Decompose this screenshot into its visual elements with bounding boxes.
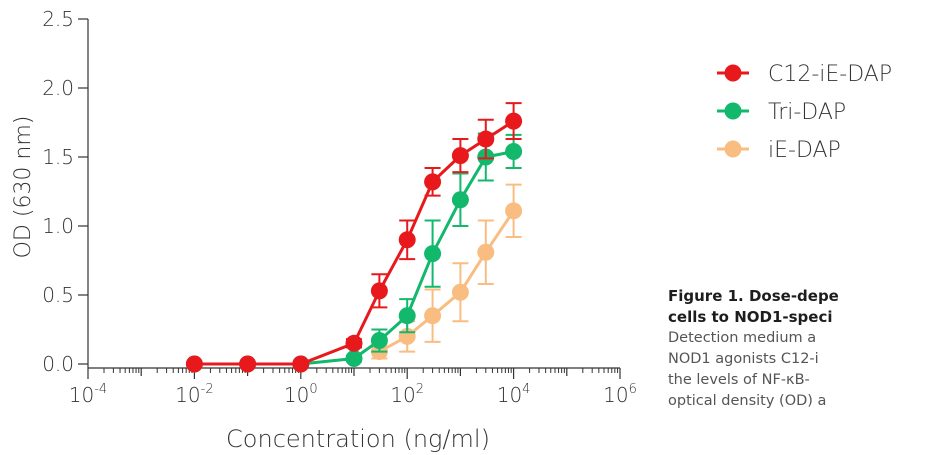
data-point	[451, 147, 469, 165]
legend-marker	[724, 102, 742, 120]
y-tick-label: 0.0	[42, 352, 74, 376]
data-point	[451, 191, 469, 209]
chart-axes: 0.0 0.5 1.0 1.5 2.0 2.5 10-4 10-2 100 102 104 106	[42, 7, 637, 407]
legend-label: Tri-DAP	[768, 100, 846, 125]
data-point	[292, 355, 310, 373]
data-point	[505, 202, 523, 220]
data-point	[505, 112, 523, 130]
data-point	[451, 283, 469, 301]
data-point	[424, 307, 442, 325]
caption-body-line-1: Detection medium a	[668, 330, 817, 346]
x-tick-label: 10-4	[69, 382, 107, 407]
legend-marker	[724, 64, 742, 82]
data-point	[370, 332, 388, 350]
x-tick-label: 100	[284, 382, 318, 407]
x-tick-label: 102	[390, 382, 424, 407]
y-tick-label: 1.5	[42, 145, 74, 169]
data-point	[424, 245, 442, 263]
data-point	[370, 282, 388, 300]
data-point	[239, 355, 257, 373]
legend-label: C12-iE-DAP	[768, 62, 892, 87]
caption-body-line-4: optical density (OD) a	[668, 393, 827, 409]
data-point	[424, 173, 442, 191]
y-tick-label: 2.5	[42, 7, 74, 31]
y-tick-label: 0.5	[42, 283, 74, 307]
chart-marks	[185, 102, 523, 373]
series-c12-ie-dap	[185, 102, 523, 373]
data-point	[477, 243, 495, 261]
series-line	[378, 209, 515, 353]
y-tick-label: 2.0	[42, 76, 74, 100]
chart-legend: C12-iE-DAP Tri-DAP iE-DAP	[717, 62, 892, 163]
y-axis-label: OD (630 nm)	[11, 116, 36, 259]
caption-body-line-3: the levels of NF-κB-	[668, 372, 810, 388]
x-tick-label: 10-2	[175, 382, 213, 407]
data-point	[185, 355, 203, 373]
figure-caption: Figure 1. Dose-depe cells to NOD1-speci …	[668, 286, 927, 412]
series-line	[194, 119, 515, 366]
data-point	[345, 349, 363, 367]
data-point	[477, 130, 495, 148]
y-tick-label: 1.0	[42, 214, 74, 238]
caption-title-line-1: Figure 1. Dose-depe	[668, 287, 839, 305]
data-point	[345, 334, 363, 352]
caption-body-line-2: NOD1 agonists C12-i	[668, 351, 819, 367]
caption-title-line-2: cells to NOD1-speci	[668, 308, 833, 326]
data-point	[398, 231, 416, 249]
x-axis-label: Concentration (ng/ml)	[226, 425, 490, 453]
legend-label: iE-DAP	[768, 138, 841, 163]
data-point	[505, 142, 523, 160]
legend-marker	[724, 140, 742, 158]
series-line	[194, 150, 514, 366]
x-tick-label: 106	[603, 382, 637, 407]
data-point	[398, 307, 416, 325]
x-tick-label: 104	[497, 382, 531, 407]
series-ie-dap	[370, 183, 523, 361]
